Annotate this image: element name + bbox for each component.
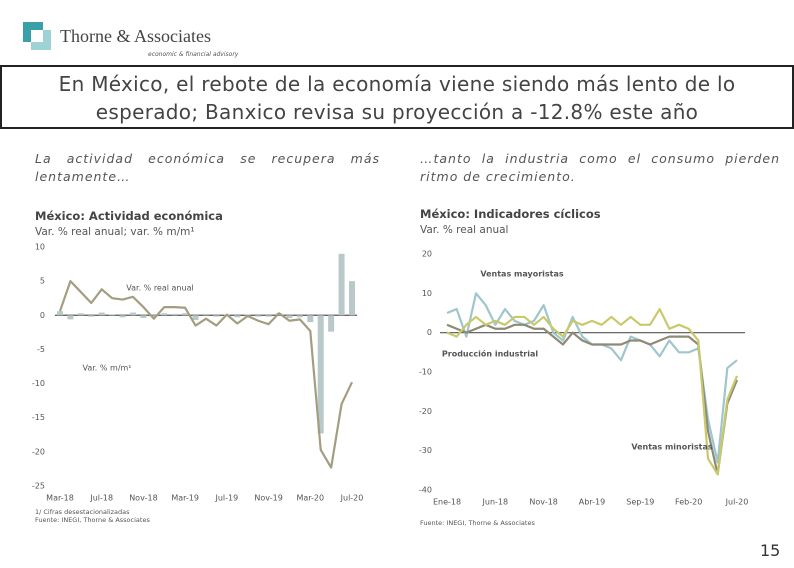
- bar: [296, 315, 303, 318]
- bar: [119, 315, 126, 318]
- note: 1/ Cifras desestacionalizadas: [35, 508, 130, 516]
- y-tick-label: 10: [35, 243, 45, 252]
- x-tick-label: Nov-18: [529, 498, 557, 507]
- left-text: La actividad económica se recupera más l…: [35, 151, 380, 184]
- y-tick-label: -20: [419, 407, 432, 416]
- bar: [161, 313, 168, 316]
- x-tick-label: Feb-20: [675, 498, 702, 507]
- bar: [338, 253, 345, 316]
- bar: [171, 313, 178, 316]
- y-tick-label: -40: [419, 486, 432, 495]
- bar: [213, 315, 220, 317]
- y-tick-label: 5: [40, 277, 45, 286]
- x-tick-label: Mar-19: [171, 494, 199, 503]
- y-tick-label: -10: [32, 379, 45, 388]
- bar: [328, 315, 335, 332]
- x-tick-label: Sep-19: [626, 498, 654, 507]
- bar: [286, 315, 293, 319]
- y-tick-label: -20: [32, 447, 45, 456]
- y-tick-label: -25: [32, 482, 45, 491]
- right-text: …tanto la industria como el consumo pier…: [420, 151, 780, 184]
- bar: [182, 313, 189, 316]
- x-tick-label: Mar-20: [296, 494, 324, 503]
- company: Thorne & Associates: [60, 26, 211, 46]
- x-tick-label: Mar-18: [46, 494, 74, 503]
- line: [446, 307, 739, 476]
- bar: [192, 315, 199, 321]
- bar: [203, 313, 209, 316]
- y-tick-label: -15: [32, 413, 45, 422]
- note: Fuente: INEGI, Thorne & Associates: [35, 516, 150, 524]
- y-tick-label: 0: [40, 311, 45, 320]
- bar: [255, 315, 262, 317]
- bar: [265, 315, 272, 317]
- series-label: Producción industrial: [442, 349, 538, 359]
- series-label: Var. % m/m¹: [82, 364, 131, 373]
- x-tick-label: Jul-19: [214, 494, 238, 503]
- line: [446, 292, 738, 464]
- bar: [317, 315, 324, 434]
- y-tick-label: -5: [37, 345, 45, 354]
- x-tick-label: Jun-18: [482, 498, 509, 507]
- x-tick-label: Ene-18: [433, 498, 461, 507]
- chart-title: México: Actividad económica: [35, 209, 223, 223]
- series-label: Ventas mayoristas: [480, 270, 564, 279]
- y-tick-label: -10: [419, 368, 432, 377]
- bar: [67, 315, 74, 320]
- x-tick-label: Jul-20: [340, 494, 364, 503]
- chart-subtitle: Var. % real anual; var. % m/m¹: [35, 226, 195, 238]
- title: En México, el rebote de la economía vien…: [58, 72, 736, 124]
- chart-title: México: Indicadores cíclicos: [420, 207, 601, 221]
- series-label: Var. % real anual: [126, 284, 193, 293]
- note: Fuente: INEGI, Thorne & Associates: [420, 519, 535, 527]
- bar: [140, 315, 147, 319]
- y-tick-label: -30: [419, 446, 432, 455]
- bar: [77, 313, 84, 316]
- y-tick-label: 0: [427, 328, 432, 337]
- x-tick-label: Abr-19: [579, 498, 605, 507]
- y-tick-label: 20: [422, 250, 432, 259]
- chart-subtitle: Var. % real anual: [420, 224, 509, 236]
- bar: [307, 315, 314, 323]
- bar: [349, 281, 355, 316]
- bar: [57, 311, 63, 316]
- line: [446, 323, 739, 476]
- x-tick-label: Nov-18: [129, 494, 157, 503]
- bar: [98, 312, 105, 316]
- bar: [109, 314, 116, 316]
- bar: [130, 312, 136, 316]
- y-tick-label: 10: [422, 289, 432, 298]
- bar: [234, 315, 241, 318]
- x-tick-label: Jul-18: [89, 494, 113, 503]
- tagline: economic & financial advisory: [148, 51, 239, 58]
- series-label: Ventas minoristas: [631, 443, 713, 452]
- x-tick-label: Nov-19: [254, 494, 282, 503]
- x-tick-label: Jul-20: [725, 498, 749, 507]
- line: [58, 280, 353, 469]
- logo-mark: [31, 30, 43, 42]
- page-number: 15: [760, 541, 781, 560]
- bar: [150, 315, 157, 318]
- bar: [88, 315, 95, 317]
